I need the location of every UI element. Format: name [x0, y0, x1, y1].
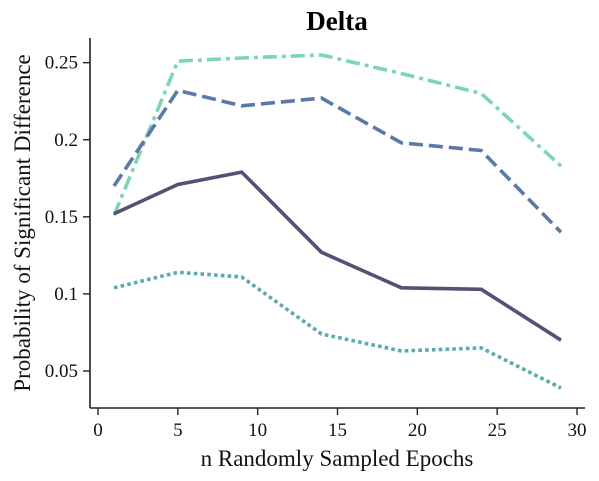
x-axis-label: n Randomly Sampled Epochs: [201, 446, 474, 471]
y-axis-label: Probability of Significant Difference: [10, 54, 35, 391]
x-tick-label: 5: [173, 420, 183, 441]
chart-title: Delta: [306, 6, 368, 36]
series-dashed-line: [112, 88, 563, 234]
x-tick-label: 0: [93, 420, 103, 441]
series-dashdot-line: [112, 53, 563, 216]
y-tick-label: 0.2: [54, 130, 78, 151]
x-tick-label: 20: [408, 420, 427, 441]
x-tick-label: 10: [248, 420, 267, 441]
x-tick-label: 15: [328, 420, 347, 441]
y-tick-label: 0.15: [45, 207, 78, 228]
y-tick-label: 0.1: [54, 284, 78, 305]
series-solid-line: [113, 170, 562, 342]
x-ticks: 0 5 10 15 20 25 30: [93, 408, 587, 441]
series-layer: [112, 53, 563, 390]
x-tick-label: 30: [568, 420, 587, 441]
series-dotted-line: [113, 270, 562, 390]
x-tick-label: 25: [488, 420, 507, 441]
y-tick-label: 0.05: [45, 361, 78, 382]
y-ticks: 0.05 0.1 0.15 0.2 0.25: [45, 53, 90, 382]
y-tick-label: 0.25: [45, 53, 78, 74]
